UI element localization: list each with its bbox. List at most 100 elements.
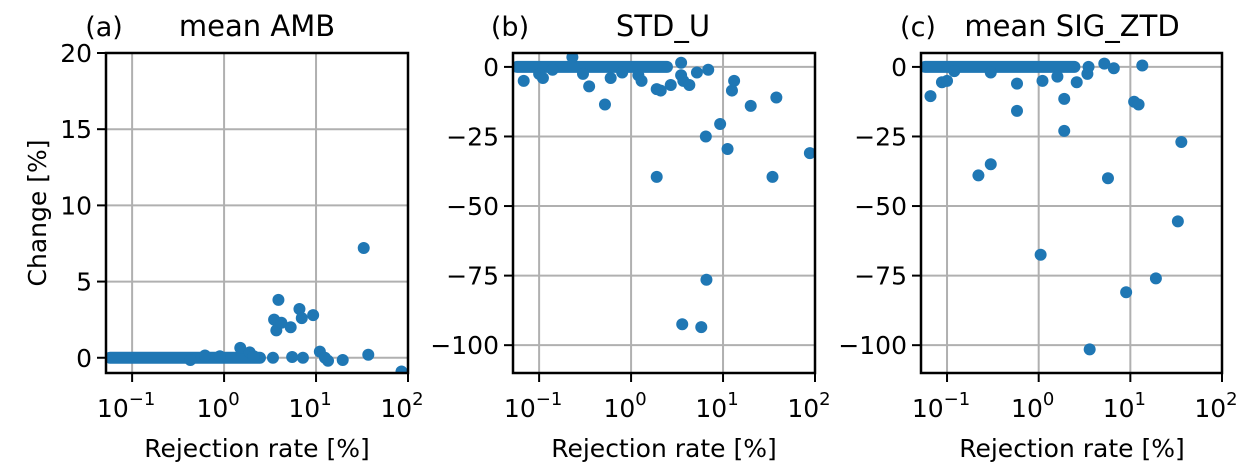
data-point xyxy=(766,170,779,183)
data-point xyxy=(604,72,617,85)
data-point xyxy=(984,66,997,79)
data-point xyxy=(566,53,579,64)
data-point xyxy=(654,84,667,97)
data-point xyxy=(948,65,961,78)
panel-a-x-tick-label: 100 xyxy=(196,389,239,423)
shared-y-axis-label: Change [%] xyxy=(23,140,52,287)
panel-a-x-tick-label: 10−1 xyxy=(97,389,155,423)
data-point xyxy=(1136,59,1149,72)
data-point xyxy=(307,309,320,322)
data-point xyxy=(234,341,247,354)
data-point xyxy=(1011,77,1024,90)
data-point xyxy=(924,90,937,103)
data-point xyxy=(583,80,596,93)
data-point xyxy=(1107,62,1120,75)
data-point xyxy=(1120,286,1133,299)
data-point xyxy=(1034,248,1047,261)
data-point xyxy=(536,72,549,85)
data-point xyxy=(1070,76,1083,89)
panel-b-y-tick-label: −25 xyxy=(446,122,499,151)
data-point xyxy=(284,321,297,334)
data-point xyxy=(272,293,285,306)
data-point xyxy=(1051,70,1064,83)
data-point xyxy=(1098,57,1111,70)
data-point xyxy=(744,99,757,112)
data-point xyxy=(266,351,279,364)
panel-b-y-tick-label: −50 xyxy=(446,192,499,221)
data-point xyxy=(275,316,288,329)
data-point xyxy=(699,130,712,143)
data-point xyxy=(721,143,734,155)
data-point xyxy=(336,354,349,367)
panel-b-points xyxy=(513,53,815,334)
panel-a-y-tick-label: 15 xyxy=(60,115,92,144)
panel-b-y-tick-label: −75 xyxy=(446,262,499,291)
data-point xyxy=(675,56,688,69)
panel-c-y-tick-label: −75 xyxy=(854,262,907,291)
panel-c-x-tick-label: 100 xyxy=(1011,389,1054,423)
data-point xyxy=(635,74,648,87)
data-point xyxy=(1132,98,1145,111)
data-point xyxy=(286,351,299,363)
panel-c-label: (c) xyxy=(900,12,936,43)
panel-a-label: (a) xyxy=(85,12,123,43)
data-point xyxy=(728,74,741,87)
data-point xyxy=(690,66,703,79)
panel-a-x-tick-label: 101 xyxy=(288,389,331,423)
panel-c-points xyxy=(921,57,1188,356)
data-point xyxy=(714,117,727,130)
panel-c-y-tick-label: −50 xyxy=(854,192,907,221)
data-point xyxy=(598,98,611,111)
panel-a: (a) mean AMB Rejection rate [%] 10−1 100 1… xyxy=(60,9,423,463)
data-point xyxy=(725,84,738,97)
panel-c-x-tick-label: 102 xyxy=(1194,389,1237,423)
panel-b-y-tick-label: −100 xyxy=(430,331,499,360)
data-point xyxy=(395,365,408,373)
panel-a-x-tick-label: 102 xyxy=(380,389,423,423)
data-point xyxy=(1149,272,1162,285)
panel-c-y-tick-label: 0 xyxy=(891,53,907,82)
panel-a-y-tick-label: 20 xyxy=(60,39,92,68)
data-point xyxy=(362,348,375,361)
data-point xyxy=(1171,215,1184,228)
panel-c-axes-frame xyxy=(919,51,1224,375)
data-point xyxy=(650,170,663,183)
panel-c-x-tick-label: 101 xyxy=(1103,389,1146,423)
data-point xyxy=(676,318,689,331)
panel-a-title: mean AMB xyxy=(179,9,335,43)
data-point xyxy=(1058,92,1071,105)
data-point xyxy=(295,312,308,325)
panel-b-x-tick-label: 100 xyxy=(603,389,646,423)
data-point xyxy=(322,354,335,367)
panel-a-y-tick-label: 0 xyxy=(76,344,92,373)
panel-b-y-tick-label: 0 xyxy=(483,53,499,82)
data-point xyxy=(1082,60,1095,73)
data-point xyxy=(247,350,260,363)
panel-a-points xyxy=(106,242,408,373)
panel-b-x-tick-label: 10−1 xyxy=(504,389,562,423)
panel-c-title: mean SIG_ZTD xyxy=(964,9,1179,43)
data-point xyxy=(803,147,815,160)
panel-b-x-tick-label: 101 xyxy=(695,389,738,423)
data-point xyxy=(683,79,696,91)
data-point xyxy=(1083,343,1096,356)
data-point xyxy=(616,66,629,79)
panel-b-x-tick-label: 102 xyxy=(787,389,830,423)
data-point xyxy=(184,354,197,367)
data-point xyxy=(576,67,589,80)
panel-c-y-tick-label: −25 xyxy=(854,122,907,151)
panel-b-axes-frame xyxy=(511,51,817,375)
panel-b-label: (b) xyxy=(491,12,529,43)
panel-c-x-tick-label: 10−1 xyxy=(912,389,970,423)
panel-c-x-axis-label: Rejection rate [%] xyxy=(959,434,1185,463)
data-point xyxy=(198,349,211,362)
data-point xyxy=(517,74,530,87)
data-point xyxy=(296,351,309,364)
panel-c: (c) mean SIG_ZTD Rejection rate [%] 10−1… xyxy=(838,9,1237,463)
data-point xyxy=(357,242,370,255)
panel-b-title: STD_U xyxy=(616,9,710,43)
panel-a-x-axis-label: Rejection rate [%] xyxy=(144,434,370,463)
data-point xyxy=(941,74,954,87)
data-point xyxy=(770,91,783,104)
